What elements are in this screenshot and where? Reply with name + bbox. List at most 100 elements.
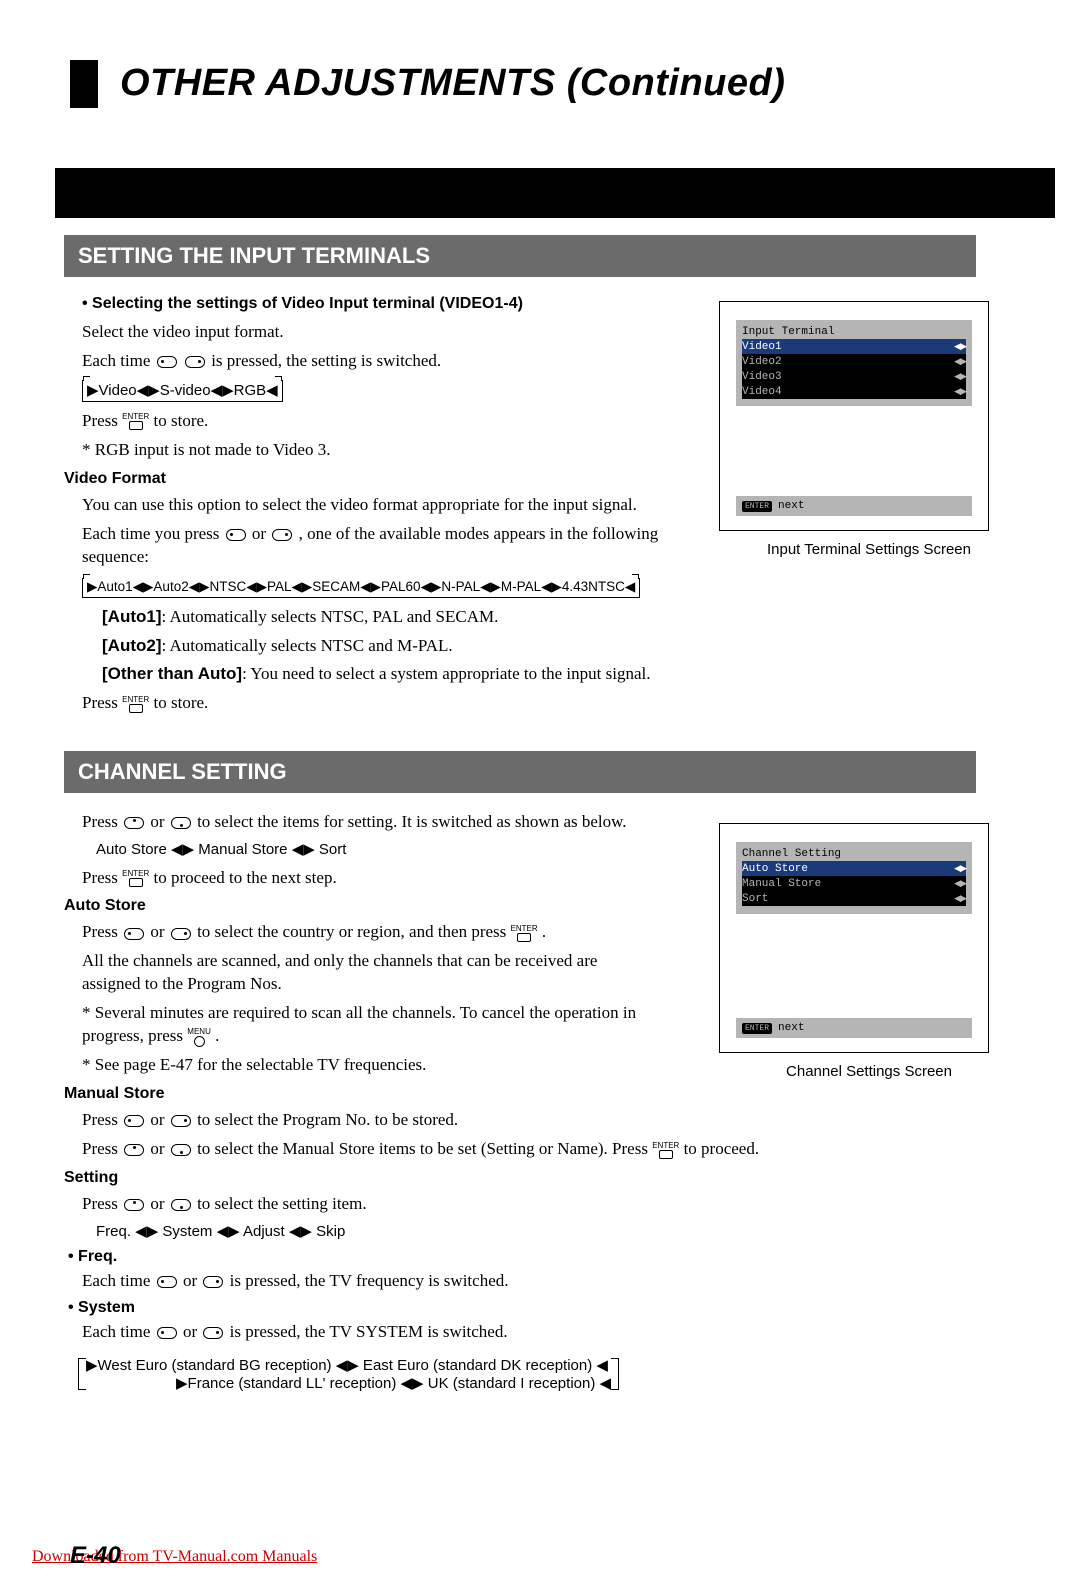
- text: or: [183, 1322, 201, 1341]
- arrows-icon: ◀▶: [954, 342, 966, 352]
- arrows-icon: ◀▶: [954, 864, 966, 874]
- line-freq-switch: Each time or is pressed, the TV frequenc…: [64, 1270, 974, 1293]
- text: to store.: [154, 693, 209, 712]
- text: Press: [82, 1110, 122, 1129]
- label: [Other than Auto]: [102, 664, 242, 683]
- screen-caption: Input Terminal Settings Screen: [719, 541, 1019, 558]
- text: * Several minutes are required to scan a…: [82, 1003, 636, 1045]
- text: or: [150, 1110, 168, 1129]
- section1-screen: Input Terminal Video1◀▶ Video2◀▶ Video3◀…: [719, 295, 1019, 558]
- cycle-auto: ▶Auto1◀▶Auto2◀▶NTSC◀▶PAL◀▶SECAM◀▶PAL60◀▶…: [82, 575, 674, 598]
- left-icon: [226, 529, 246, 541]
- text: or: [252, 524, 270, 543]
- text: to select the items for setting. It is s…: [197, 812, 626, 831]
- screen-row: Manual Store◀▶: [742, 876, 966, 891]
- screen-row: Video3◀▶: [742, 369, 966, 384]
- screen-row: Sort◀▶: [742, 891, 966, 906]
- screen-row: Video1◀▶: [742, 339, 966, 354]
- bullet-selecting-settings: • Selecting the settings of Video Input …: [64, 295, 674, 313]
- cycle-video: ▶Video◀▶S-video◀▶RGB◀: [82, 379, 674, 402]
- text: or: [183, 1271, 201, 1290]
- text: is pressed, the TV frequency is switched…: [230, 1271, 509, 1290]
- text: is pressed, the TV SYSTEM is switched.: [230, 1322, 508, 1341]
- text: .: [542, 922, 546, 941]
- cycle-freq: Freq. ◀▶ System ◀▶ Adjust ◀▶ Skip: [64, 1222, 974, 1242]
- cycle-text: ▶Auto1◀▶Auto2◀▶NTSC◀▶PAL◀▶SECAM◀▶PAL60◀▶…: [82, 578, 640, 598]
- text: Each time: [82, 1271, 155, 1290]
- menu-icon: MENU: [187, 1028, 211, 1047]
- right-icon: [203, 1327, 223, 1339]
- title-block: [70, 60, 98, 108]
- enter-badge: ENTER: [742, 501, 772, 512]
- arrows-icon: ◀▶: [954, 387, 966, 397]
- arrows-icon: ◀▶: [954, 879, 966, 889]
- text: Press: [82, 1194, 122, 1213]
- bracket-icon: [78, 1358, 86, 1390]
- note-other: [Other than Auto]: You need to select a …: [64, 663, 674, 686]
- cycle-line2: ▶France (standard LL' reception) ◀▶ UK (…: [86, 1374, 611, 1392]
- screen-row: Auto Store◀▶: [742, 861, 966, 876]
- text: Press: [82, 922, 122, 941]
- bullet-system: • System: [68, 1299, 974, 1317]
- note-auto1: [Auto1]: Automatically selects NTSC, PAL…: [64, 606, 674, 629]
- right-icon: [171, 1115, 191, 1127]
- subheading-video-format: Video Format: [64, 470, 674, 488]
- screen-title: Channel Setting: [742, 846, 966, 861]
- text: : Automatically selects NTSC, PAL and SE…: [161, 607, 498, 626]
- page-number: E-40: [70, 1542, 121, 1570]
- text: or: [150, 812, 168, 831]
- left-icon: [124, 1115, 144, 1127]
- cycle-text: ▶Video◀▶S-video◀▶RGB◀: [82, 380, 283, 402]
- cycle-line1: ▶West Euro (standard BG reception) ◀▶ Ea…: [86, 1356, 611, 1374]
- text: to select the setting item.: [197, 1194, 367, 1213]
- text: to select the country or region, and the…: [197, 922, 510, 941]
- section1-body: • Selecting the settings of Video Input …: [64, 295, 674, 721]
- line-each-time: Each time is pressed, the setting is swi…: [64, 350, 674, 373]
- right-icon: [203, 1276, 223, 1288]
- right-icon: [272, 529, 292, 541]
- text: : Automatically selects NTSC and M-PAL.: [161, 636, 452, 655]
- line-system-switch: Each time or is pressed, the TV SYSTEM i…: [64, 1321, 974, 1344]
- line-prog-no: Press or to select the Program No. to be…: [64, 1109, 974, 1132]
- page-title-wrap: OTHER ADJUSTMENTS (Continued): [0, 60, 1080, 124]
- screen-title: Input Terminal: [742, 324, 966, 339]
- page-title: OTHER ADJUSTMENTS (Continued): [120, 62, 785, 105]
- left-right-icon: [185, 356, 205, 368]
- left-icon: [124, 928, 144, 940]
- enter-icon: ENTER: [122, 413, 149, 430]
- bracket-icon: [611, 1358, 619, 1390]
- enter-icon: ENTER: [511, 925, 538, 942]
- arrows-icon: ◀▶: [954, 357, 966, 367]
- text: to proceed to the next step.: [154, 868, 337, 887]
- down-icon: [171, 1199, 191, 1211]
- cycle-system: ▶West Euro (standard BG reception) ◀▶ Ea…: [86, 1356, 611, 1392]
- text: Press: [82, 868, 122, 887]
- screen-row: Video4◀▶: [742, 384, 966, 399]
- screen-footer: ENTERnext: [736, 496, 972, 516]
- line-press-store: Press ENTER to store.: [64, 410, 674, 433]
- screen-panel: Input Terminal Video1◀▶ Video2◀▶ Video3◀…: [736, 320, 972, 406]
- text: or: [150, 922, 168, 941]
- text: .: [215, 1026, 219, 1045]
- line-format-desc: You can use this option to select the vi…: [64, 494, 674, 517]
- text: : You need to select a system appropriat…: [242, 664, 650, 683]
- left-icon: [157, 1327, 177, 1339]
- section-header-channel-setting: CHANNEL SETTING: [64, 751, 976, 793]
- left-right-icon: [157, 356, 177, 368]
- text: or: [150, 1139, 168, 1158]
- line-manual-items: Press or to select the Manual Store item…: [64, 1138, 974, 1161]
- text: to select the Program No. to be stored.: [197, 1110, 458, 1129]
- left-icon: [157, 1276, 177, 1288]
- down-icon: [171, 1144, 191, 1156]
- line-modes-seq: Each time you press or , one of the avai…: [64, 523, 674, 569]
- enter-icon: ENTER: [122, 696, 149, 713]
- bullet-freq: • Freq.: [68, 1248, 974, 1266]
- subheading-manual-store: Manual Store: [64, 1085, 974, 1103]
- header-band: [55, 168, 1055, 218]
- screen-caption: Channel Settings Screen: [719, 1063, 1019, 1080]
- section2: CHANNEL SETTING Channel Setting Auto Sto…: [64, 751, 1019, 1396]
- text: or: [150, 1194, 168, 1213]
- content: SETTING THE INPUT TERMINALS • Selecting …: [64, 235, 1019, 1396]
- enter-icon: ENTER: [652, 1142, 679, 1159]
- text: to select the Manual Store items to be s…: [197, 1139, 652, 1158]
